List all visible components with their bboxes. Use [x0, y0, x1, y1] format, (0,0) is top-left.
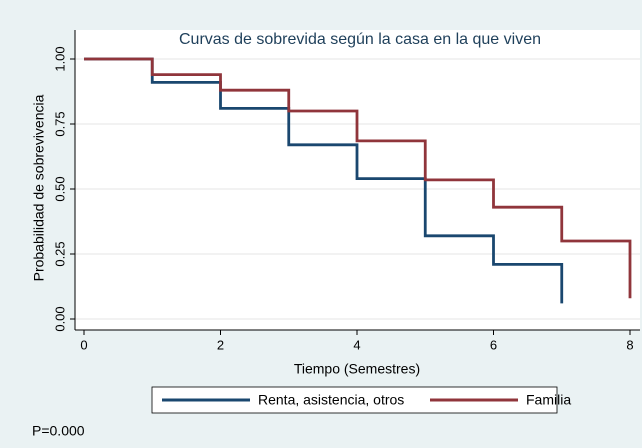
y-axis-label: Probabilidad de sobrevivencia [31, 94, 47, 281]
y-tick-label: 0.50 [52, 176, 67, 201]
annotation: P=0.000 [32, 423, 85, 439]
y-tick-label: 0.25 [52, 241, 67, 266]
y-tick-label: 0.00 [52, 306, 67, 331]
survival-curve [84, 57, 632, 299]
x-tick-label: 0 [80, 337, 87, 352]
y-tick-label: 1.00 [52, 46, 67, 71]
x-tick-label: 8 [626, 337, 633, 352]
legend-label: Familia [526, 392, 571, 408]
x-tick-label: 4 [353, 337, 360, 352]
legend-label: Renta, asistencia, otros [258, 392, 404, 408]
x-tick-label: 2 [217, 337, 224, 352]
y-tick-label: 0.75 [52, 111, 67, 136]
x-axis-label: Tiempo (Semestres) [294, 361, 420, 377]
chart-title: Curvas de sobrevida según la casa en la … [179, 31, 541, 48]
survival-curve [84, 57, 564, 304]
x-tick-label: 6 [490, 337, 497, 352]
